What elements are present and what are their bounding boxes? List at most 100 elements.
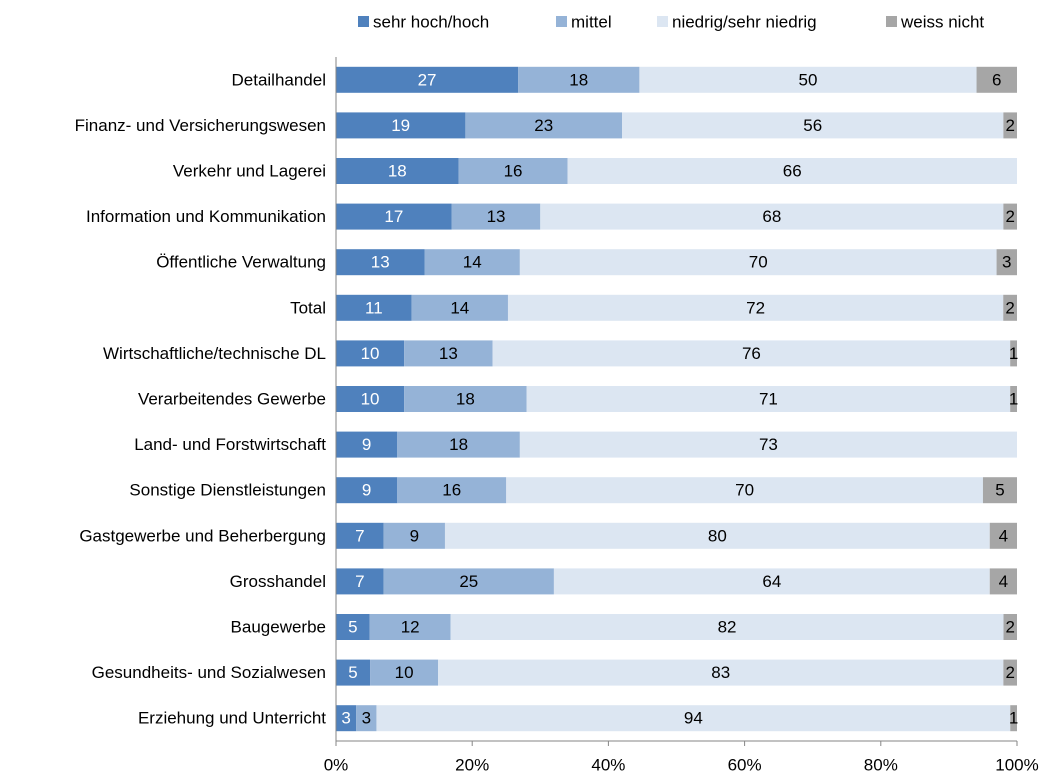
bar-segment bbox=[989, 568, 1017, 595]
data-label: 3 bbox=[1002, 253, 1011, 272]
bar-segment bbox=[1010, 386, 1017, 412]
bar-segment bbox=[336, 614, 370, 640]
data-label: 18 bbox=[456, 390, 475, 409]
bar-segment bbox=[465, 112, 623, 139]
data-label: 9 bbox=[410, 526, 419, 545]
bar-segment bbox=[1003, 203, 1017, 230]
x-tick-label: 40% bbox=[591, 756, 625, 775]
data-label: 9 bbox=[362, 435, 371, 454]
y-tick-label: Gastgewerbe und Beherbergung bbox=[79, 526, 326, 545]
data-label: 10 bbox=[361, 390, 380, 409]
bar-segment bbox=[336, 294, 412, 321]
data-label: 16 bbox=[504, 162, 523, 181]
data-label: 7 bbox=[355, 526, 364, 545]
bar-segment bbox=[336, 340, 405, 367]
data-label: 2 bbox=[1005, 663, 1014, 682]
bar-segment bbox=[506, 477, 983, 504]
data-label: 10 bbox=[361, 344, 380, 363]
legend-label: weiss nicht bbox=[900, 13, 984, 32]
bar-segment bbox=[336, 477, 398, 504]
x-tick-label: 80% bbox=[864, 756, 898, 775]
bar-segment bbox=[1003, 112, 1017, 139]
data-label: 82 bbox=[718, 618, 737, 637]
bar-segment bbox=[1003, 659, 1017, 686]
x-tick-label: 60% bbox=[728, 756, 762, 775]
bar-segment bbox=[336, 249, 425, 276]
data-label: 14 bbox=[463, 253, 482, 272]
data-label: 7 bbox=[355, 572, 364, 591]
data-label: 14 bbox=[450, 298, 469, 317]
data-label: 64 bbox=[762, 572, 781, 591]
bar-segment bbox=[553, 568, 990, 595]
data-label: 5 bbox=[995, 481, 1004, 500]
data-label: 16 bbox=[442, 481, 461, 500]
bar-segment bbox=[383, 568, 554, 595]
bar-segment bbox=[336, 659, 371, 686]
y-tick-label: Baugewerbe bbox=[231, 618, 326, 637]
bar-segment bbox=[336, 66, 519, 93]
legend-label: sehr hoch/hoch bbox=[373, 13, 489, 32]
bar-segment bbox=[526, 386, 1011, 412]
bar-segment bbox=[989, 522, 1017, 549]
y-tick-label: Finanz- und Versicherungswesen bbox=[75, 116, 326, 135]
data-label: 4 bbox=[999, 572, 1008, 591]
data-label: 18 bbox=[569, 70, 588, 89]
bar-segment bbox=[336, 568, 384, 595]
y-tick-label: Verarbeitendes Gewerbe bbox=[138, 390, 326, 409]
bar-segment bbox=[451, 203, 541, 230]
bar-segment bbox=[336, 522, 384, 549]
data-label: 71 bbox=[759, 390, 778, 409]
bar-segment bbox=[397, 431, 520, 458]
data-label: 3 bbox=[362, 709, 371, 728]
y-tick-label: Erziehung und Unterricht bbox=[138, 709, 326, 728]
data-label: 18 bbox=[449, 435, 468, 454]
bar-segment bbox=[438, 659, 1004, 686]
y-tick-label: Sonstige Dienstleistungen bbox=[129, 481, 326, 500]
data-label: 4 bbox=[999, 526, 1008, 545]
data-label: 1 bbox=[1009, 390, 1018, 409]
bar-segment bbox=[458, 158, 568, 184]
bar-segment bbox=[356, 705, 377, 732]
legend-label: niedrig/sehr niedrig bbox=[672, 13, 817, 32]
bar-segment bbox=[370, 659, 439, 686]
y-tick-label: Wirtschaftliche/technische DL bbox=[103, 344, 326, 363]
bar-segment bbox=[376, 705, 1011, 732]
x-tick-label: 20% bbox=[455, 756, 489, 775]
bar-segment bbox=[1010, 705, 1017, 732]
data-label: 56 bbox=[803, 116, 822, 135]
y-tick-label: Land- und Forstwirtschaft bbox=[134, 435, 326, 454]
data-label: 2 bbox=[1005, 116, 1014, 135]
x-tick-label: 0% bbox=[324, 756, 349, 775]
data-label: 13 bbox=[371, 253, 390, 272]
bar-segment bbox=[639, 66, 977, 93]
data-label: 9 bbox=[362, 481, 371, 500]
bar-segment bbox=[519, 249, 997, 276]
data-label: 5 bbox=[348, 618, 357, 637]
y-tick-label: Grosshandel bbox=[230, 572, 326, 591]
bar-segment bbox=[336, 705, 357, 732]
bar-segment bbox=[976, 66, 1017, 93]
bar-segment bbox=[982, 477, 1017, 504]
data-label: 5 bbox=[348, 663, 357, 682]
data-label: 2 bbox=[1005, 298, 1014, 317]
bar-segment bbox=[336, 203, 452, 230]
bar-segment bbox=[404, 340, 493, 367]
data-label: 66 bbox=[783, 162, 802, 181]
data-label: 70 bbox=[749, 253, 768, 272]
bar-segment bbox=[336, 112, 466, 139]
bar-segment bbox=[1010, 340, 1017, 367]
legend-swatch bbox=[657, 16, 668, 27]
y-tick-label: Gesundheits- und Sozialwesen bbox=[92, 663, 326, 682]
y-tick-label: Verkehr und Lagerei bbox=[173, 162, 326, 181]
y-tick-label: Total bbox=[290, 298, 326, 317]
bar-segment bbox=[424, 249, 520, 276]
x-tick-label: 100% bbox=[995, 756, 1038, 775]
data-label: 73 bbox=[759, 435, 778, 454]
data-label: 10 bbox=[395, 663, 414, 682]
data-label: 13 bbox=[487, 207, 506, 226]
bar-segment bbox=[492, 340, 1011, 367]
legend-label: mittel bbox=[571, 13, 612, 32]
data-label: 23 bbox=[534, 116, 553, 135]
data-label: 2 bbox=[1006, 618, 1015, 637]
bar-segment bbox=[996, 249, 1017, 276]
